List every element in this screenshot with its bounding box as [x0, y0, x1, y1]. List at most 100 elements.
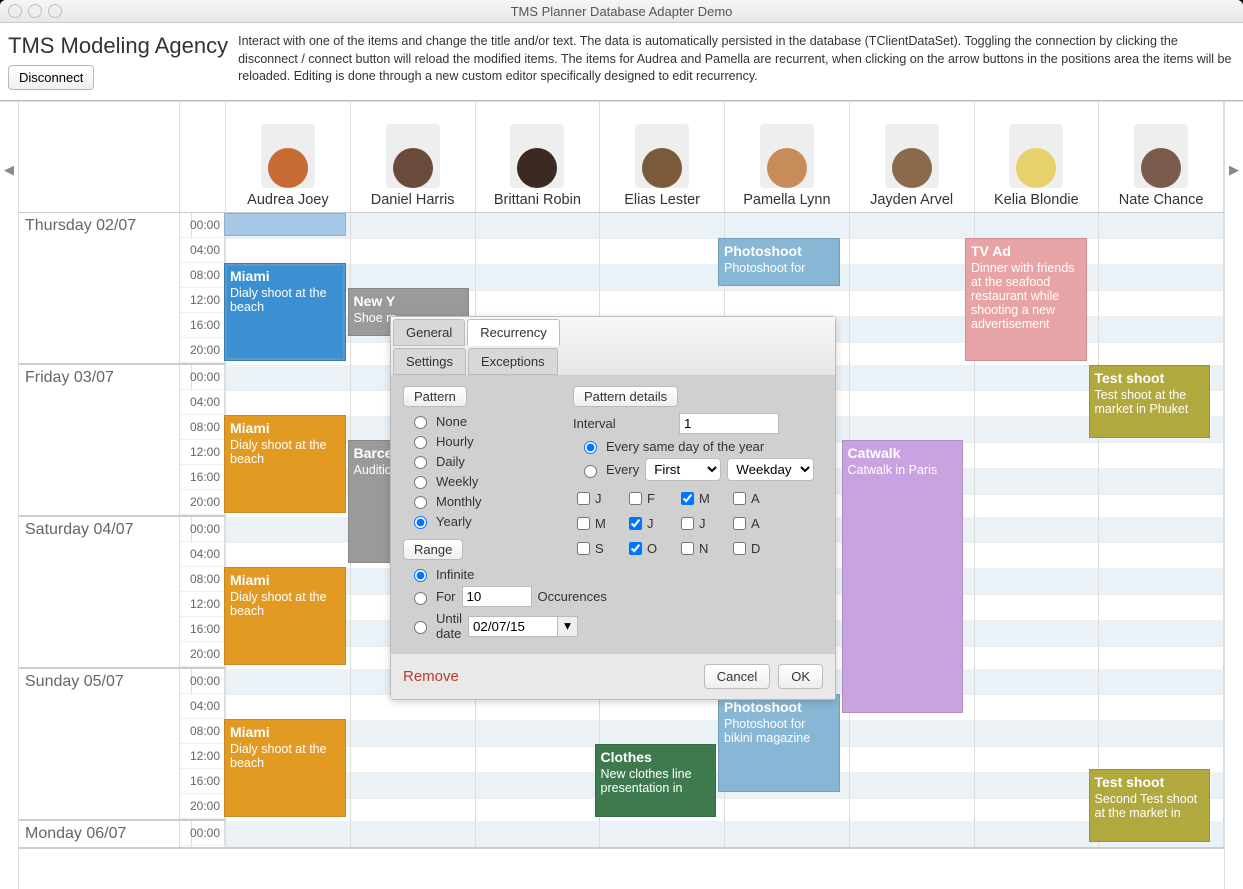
- tab-settings[interactable]: Settings: [393, 348, 466, 375]
- month-checkbox[interactable]: J: [677, 514, 723, 533]
- month-checkbox[interactable]: M: [677, 489, 723, 508]
- ordinal-select[interactable]: FirstSecondThirdFourthLast: [645, 458, 721, 481]
- month-3-checkbox[interactable]: [733, 492, 746, 505]
- tab-general[interactable]: General: [393, 319, 465, 346]
- planner-event[interactable]: MiamiDialy shoot at the beach: [224, 719, 346, 817]
- resource-header[interactable]: Pamella Lynn: [725, 102, 850, 212]
- minimize-traffic-light[interactable]: [28, 4, 42, 18]
- pattern-group-label: Pattern: [403, 386, 467, 407]
- next-page-button[interactable]: ▶: [1224, 102, 1243, 889]
- event-title: Clothes: [601, 749, 711, 765]
- resource-column[interactable]: [1099, 517, 1224, 667]
- resource-name: Pamella Lynn: [743, 192, 830, 208]
- weekday-select[interactable]: WeekdayDayWeekend: [727, 458, 814, 481]
- ok-button[interactable]: OK: [778, 664, 823, 689]
- time-cell: 04:00: [180, 542, 225, 567]
- resource-column[interactable]: [975, 669, 1100, 819]
- every-radio[interactable]: [584, 465, 597, 478]
- pattern-weekly-radio[interactable]: [414, 476, 427, 489]
- remove-button[interactable]: Remove: [403, 668, 459, 685]
- dialog-footer: Remove Cancel OK: [391, 653, 835, 699]
- resource-header[interactable]: Nate Chance: [1099, 102, 1224, 212]
- month-checkbox[interactable]: D: [729, 539, 775, 558]
- resource-column[interactable]: [975, 821, 1100, 847]
- month-9-checkbox[interactable]: [629, 542, 642, 555]
- resource-header[interactable]: Audrea Joey: [226, 102, 351, 212]
- planner-event[interactable]: MiamiDialy shoot at the beach: [224, 415, 346, 513]
- pattern-none-radio[interactable]: [414, 416, 427, 429]
- planner-event[interactable]: PhotoshootPhotoshoot for: [718, 238, 840, 286]
- planner-event[interactable]: MiamiDialy shoot at the beach: [224, 567, 346, 665]
- tab-recurrency[interactable]: Recurrency: [467, 319, 559, 346]
- resource-column[interactable]: [725, 821, 850, 847]
- month-checkbox[interactable]: M: [573, 514, 619, 533]
- disconnect-button[interactable]: Disconnect: [8, 65, 94, 90]
- zoom-traffic-light[interactable]: [48, 4, 62, 18]
- planner-event[interactable]: PhotoshootPhotoshoot for bikini magazine: [718, 694, 840, 792]
- planner-event[interactable]: TV AdDinner with friends at the seafood …: [965, 238, 1087, 361]
- tab-exceptions[interactable]: Exceptions: [468, 348, 558, 375]
- planner-event[interactable]: ClothesNew clothes line presentation in: [595, 744, 717, 817]
- pattern-daily-radio[interactable]: [414, 456, 427, 469]
- resource-column[interactable]: [226, 821, 351, 847]
- every-same-day-radio[interactable]: [584, 441, 597, 454]
- resource-column[interactable]: [476, 821, 601, 847]
- month-checkbox[interactable]: A: [729, 489, 775, 508]
- range-for-input[interactable]: [462, 586, 532, 607]
- cancel-button[interactable]: Cancel: [704, 664, 770, 689]
- time-cell: 08:00: [180, 567, 225, 592]
- event-text: Photoshoot for bikini magazine: [724, 717, 810, 745]
- planner-event[interactable]: CatwalkCatwalk in Paris: [842, 440, 964, 713]
- month-7-checkbox[interactable]: [733, 517, 746, 530]
- pattern-monthly-radio[interactable]: [414, 496, 427, 509]
- until-date-input[interactable]: [468, 616, 558, 637]
- month-0-checkbox[interactable]: [577, 492, 590, 505]
- range-infinite-radio[interactable]: [414, 569, 427, 582]
- range-for-radio[interactable]: [414, 592, 427, 605]
- close-traffic-light[interactable]: [8, 4, 22, 18]
- resource-column[interactable]: [351, 821, 476, 847]
- planner-event[interactable]: MiamiDialy shoot at the beach: [224, 263, 346, 361]
- month-checkbox[interactable]: J: [573, 489, 619, 508]
- month-8-checkbox[interactable]: [577, 542, 590, 555]
- avatar: [885, 124, 939, 188]
- month-checkbox[interactable]: J: [625, 514, 671, 533]
- resource-header[interactable]: Kelia Blondie: [975, 102, 1100, 212]
- interval-label: Interval: [573, 416, 673, 431]
- month-6-checkbox[interactable]: [681, 517, 694, 530]
- resource-column[interactable]: [850, 213, 975, 363]
- month-checkbox[interactable]: F: [625, 489, 671, 508]
- month-checkbox[interactable]: O: [625, 539, 671, 558]
- month-11-checkbox[interactable]: [733, 542, 746, 555]
- time-cell: 08:00: [180, 263, 225, 288]
- prev-page-button[interactable]: ◀: [0, 102, 19, 889]
- resource-header[interactable]: Jayden Arvel: [850, 102, 975, 212]
- month-2-checkbox[interactable]: [681, 492, 694, 505]
- month-checkbox[interactable]: N: [677, 539, 723, 558]
- event-title: Test shoot: [1095, 370, 1205, 386]
- resource-column[interactable]: [975, 365, 1100, 515]
- resource-header[interactable]: Daniel Harris: [351, 102, 476, 212]
- resource-column[interactable]: [600, 821, 725, 847]
- month-1-checkbox[interactable]: [629, 492, 642, 505]
- resource-column[interactable]: [850, 821, 975, 847]
- month-checkbox[interactable]: A: [729, 514, 775, 533]
- interval-input[interactable]: [679, 413, 779, 434]
- planner-event[interactable]: Test shootSecond Test shoot at the marke…: [1089, 769, 1211, 842]
- planner-event[interactable]: [224, 213, 346, 236]
- resource-column[interactable]: [975, 517, 1100, 667]
- pattern-hourly-radio[interactable]: [414, 436, 427, 449]
- month-5-checkbox[interactable]: [629, 517, 642, 530]
- pattern-yearly-radio[interactable]: [414, 516, 427, 529]
- resource-header[interactable]: Brittani Robin: [476, 102, 601, 212]
- month-10-checkbox[interactable]: [681, 542, 694, 555]
- event-text: Dialy shoot at the beach: [230, 742, 327, 770]
- resource-column[interactable]: [1099, 213, 1224, 363]
- resource-header[interactable]: Elias Lester: [600, 102, 725, 212]
- time-cell: 00:00: [180, 213, 225, 238]
- range-until-radio[interactable]: [414, 621, 427, 634]
- event-text: Photoshoot for: [724, 261, 805, 275]
- month-4-checkbox[interactable]: [577, 517, 590, 530]
- planner-event[interactable]: Test shootTest shoot at the market in Ph…: [1089, 365, 1211, 438]
- month-checkbox[interactable]: S: [573, 539, 619, 558]
